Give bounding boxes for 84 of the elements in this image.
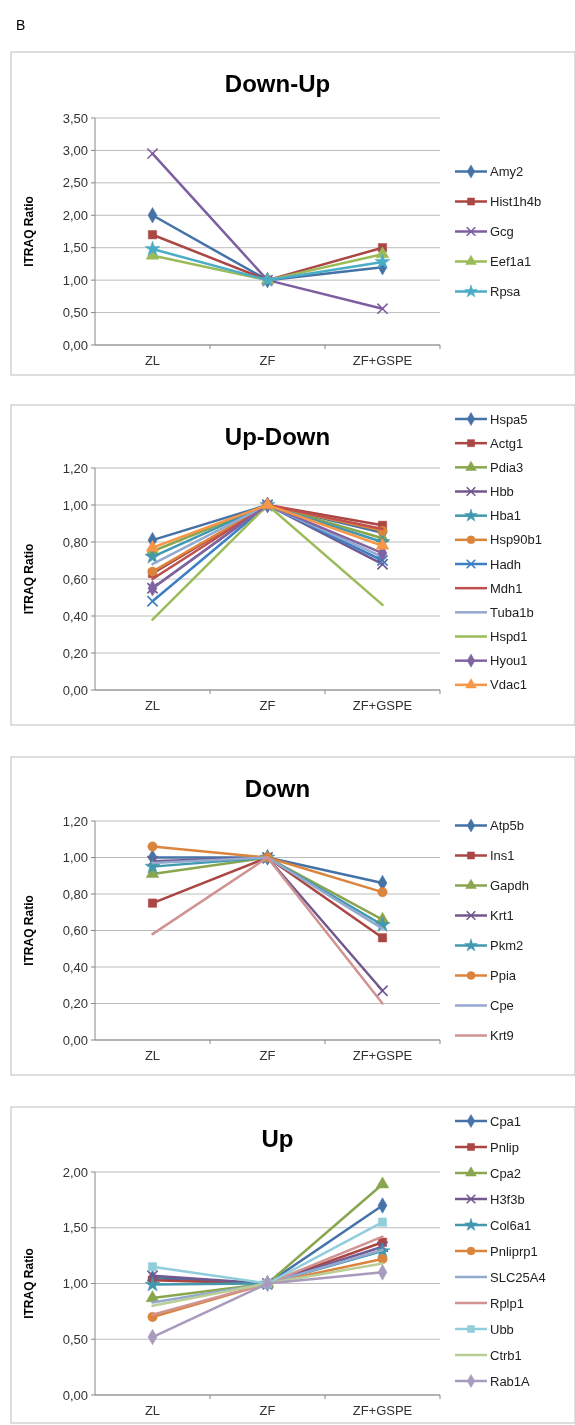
legend-label: Hspa5	[490, 411, 528, 427]
legend-label: Eef1a1	[490, 254, 532, 270]
y-tick-label: 1,20	[62, 813, 88, 829]
y-tick-label: 0,20	[62, 996, 88, 1012]
y-tick-label: 1,00	[62, 850, 88, 866]
legend-label: Atp5b	[490, 818, 524, 834]
y-tick-label: 3,50	[62, 110, 88, 126]
legend-label: Ctrb1	[490, 1347, 522, 1363]
legend-label: Tuba1b	[490, 604, 534, 620]
legend-label: Gcg	[490, 224, 514, 240]
legend-label: Hba1	[490, 508, 522, 524]
legend-label: Rpsa	[490, 284, 522, 300]
y-tick-label: 2,00	[62, 1164, 88, 1180]
y-tick-label: 1,00	[62, 272, 88, 288]
y-tick-label: 2,00	[62, 207, 88, 223]
legend-label: Krt9	[490, 1028, 514, 1044]
legend-label: Hyou1	[490, 653, 528, 669]
y-tick-label: 1,20	[62, 460, 88, 476]
legend-label: Cpe	[490, 998, 514, 1014]
legend-label: Hadh	[490, 556, 522, 572]
y-tick-label: 1,50	[62, 240, 88, 256]
y-tick-label: 1,00	[62, 497, 88, 513]
legend-label: Pkm2	[490, 938, 524, 954]
y-axis-title: ITRAQ Ratio	[22, 1248, 36, 1319]
chart-title: Down	[244, 775, 311, 802]
y-tick-label: 0,60	[62, 571, 88, 587]
x-tick-label: ZF	[259, 698, 276, 713]
legend-label: Hist1h4b	[490, 194, 542, 210]
y-tick-label: 0,40	[62, 959, 88, 975]
legend-label: Cpa2	[490, 1165, 522, 1181]
legend-label: Ppia	[490, 968, 517, 984]
y-tick-label: 0,80	[62, 534, 88, 550]
x-tick-label: ZF	[259, 353, 276, 368]
y-tick-label: 0,60	[62, 923, 88, 939]
chart-title: Down-Up	[224, 70, 331, 97]
y-tick-label: 3,00	[62, 142, 88, 158]
legend-label: Hsp90b1	[490, 532, 543, 548]
x-tick-label: ZF	[259, 1048, 276, 1063]
y-tick-label: 2,50	[62, 175, 88, 191]
x-tick-label: ZL	[144, 353, 161, 368]
y-tick-label: 0,00	[62, 1032, 88, 1048]
y-axis-title: ITRAQ Ratio	[22, 895, 36, 966]
legend-label: H3f3b	[490, 1191, 525, 1207]
y-axis-title: ITRAQ Ratio	[22, 543, 36, 615]
x-tick-label: ZF+GSPE	[352, 698, 413, 713]
legend-label: SLC25A4	[490, 1269, 546, 1285]
y-tick-label: 1,00	[62, 1276, 88, 1292]
legend-label: Hbb	[490, 484, 514, 500]
x-tick-label: ZL	[144, 698, 161, 713]
chart-title: Up-Down	[224, 423, 331, 450]
y-tick-label: 0,00	[62, 1387, 88, 1403]
x-tick-label: ZL	[144, 1403, 161, 1418]
y-tick-label: 0,40	[62, 608, 88, 624]
legend-label: Vdac1	[490, 677, 527, 693]
y-tick-label: 1,50	[62, 1220, 88, 1236]
x-tick-label: ZF+GSPE	[352, 1048, 413, 1063]
legend-label: Amy2	[490, 164, 524, 180]
y-tick-label: 0,20	[62, 645, 88, 661]
legend-label: Pnlip	[490, 1139, 519, 1155]
legend-label: Ins1	[490, 848, 515, 864]
y-tick-label: 0,80	[62, 886, 88, 902]
y-tick-label: 0,00	[62, 337, 88, 353]
y-tick-label: 0,50	[62, 1331, 88, 1347]
text: B	[16, 17, 26, 33]
legend-label: Rplp1	[490, 1295, 524, 1311]
legend-label: Mdh1	[490, 580, 523, 596]
x-tick-label: ZF+GSPE	[352, 353, 413, 368]
x-tick-label: ZF+GSPE	[352, 1403, 413, 1418]
legend-label: Gapdh	[490, 878, 530, 894]
legend-label: Rab1A	[490, 1373, 531, 1389]
legend-label: Actg1	[490, 435, 524, 451]
y-tick-label: 0,50	[62, 305, 88, 321]
legend-label: Ubb	[490, 1321, 514, 1337]
legend-label: Krt1	[490, 908, 514, 924]
x-tick-label: ZL	[144, 1048, 161, 1063]
legend-label: Col6a1	[490, 1217, 532, 1233]
legend-label: Pnliprp1	[490, 1243, 538, 1259]
y-axis-title: ITRAQ Ratio	[22, 196, 36, 267]
x-tick-label: ZF	[259, 1403, 276, 1418]
legend-label: Cpa1	[490, 1113, 522, 1129]
y-tick-label: 0,00	[62, 682, 88, 698]
legend-label: Hspd1	[490, 629, 528, 645]
chart-title: Up	[261, 1125, 294, 1152]
legend-label: Pdia3	[490, 459, 524, 475]
